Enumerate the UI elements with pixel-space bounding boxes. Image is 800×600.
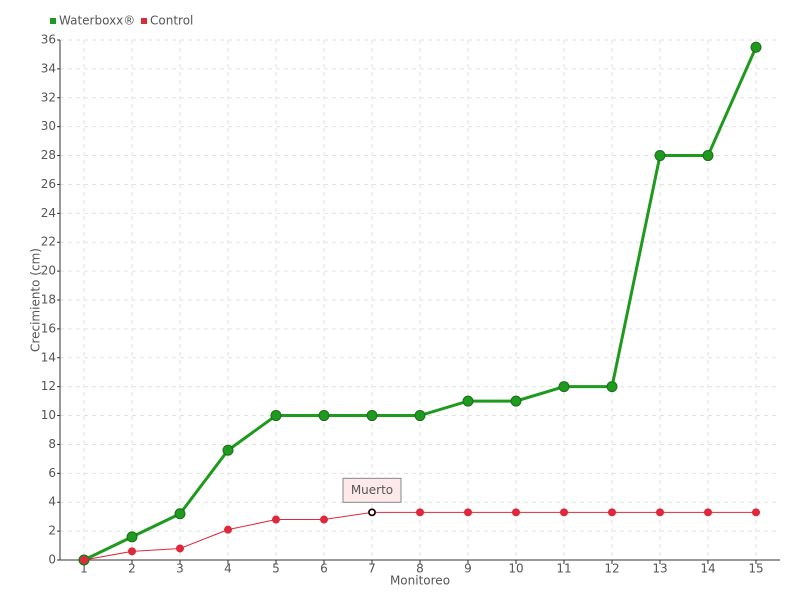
annotation: Muerto: [351, 483, 393, 497]
data-point: [222, 444, 234, 456]
data-point: [272, 515, 280, 524]
y-tick-label: 20: [41, 264, 56, 278]
y-tick-label: 12: [41, 379, 56, 393]
x-tick-label: 11: [556, 562, 571, 576]
data-point: [128, 547, 136, 556]
x-tick-label: 6: [320, 562, 328, 576]
y-tick-label: 22: [41, 235, 56, 249]
y-tick-label: 0: [48, 553, 56, 567]
data-point: [176, 544, 184, 553]
data-point: [462, 395, 474, 407]
hover-point: [368, 508, 376, 517]
x-axis-label: Monitoreo: [390, 574, 450, 588]
data-point: [414, 410, 426, 422]
data-point: [464, 508, 472, 517]
x-tick-label: 10: [508, 562, 523, 576]
data-point: [750, 41, 762, 53]
y-tick-label: 34: [41, 61, 56, 75]
x-tick-label: 7: [368, 562, 376, 576]
legend-swatch: [50, 18, 56, 24]
y-tick-label: 30: [41, 119, 56, 133]
data-point: [320, 515, 328, 524]
y-tick-label: 14: [41, 350, 56, 364]
data-point: [512, 508, 520, 517]
y-tick-label: 28: [41, 148, 56, 162]
data-point: [80, 556, 88, 564]
legend-label: Control: [150, 14, 193, 28]
annotation-box: [342, 477, 402, 503]
y-tick-label: 8: [48, 437, 56, 451]
x-tick-label: 2: [128, 562, 136, 576]
x-tick-label: 9: [464, 562, 472, 576]
data-point: [270, 410, 282, 422]
data-point: [752, 508, 760, 517]
legend-swatch: [141, 18, 147, 24]
x-tick-label: 8: [416, 562, 424, 576]
data-point: [560, 508, 568, 517]
data-point: [224, 525, 232, 534]
y-tick-label: 6: [48, 466, 56, 480]
data-point: [558, 381, 570, 393]
data-point: [366, 410, 378, 422]
x-tick-label: 5: [272, 562, 280, 576]
y-tick-label: 26: [41, 177, 56, 191]
y-axis-label: Crecimiento (cm): [29, 248, 43, 352]
x-tick-label: 4: [224, 562, 232, 576]
data-point: [126, 531, 138, 543]
data-point: [656, 508, 664, 517]
x-tick-label: 15: [748, 562, 763, 576]
data-point: [174, 508, 186, 520]
data-point: [606, 381, 618, 393]
y-tick-label: 36: [41, 33, 56, 47]
data-point: [654, 150, 666, 162]
x-tick-label: 1: [80, 562, 88, 576]
data-point: [416, 508, 424, 517]
data-point: [702, 150, 714, 162]
data-point: [608, 508, 616, 517]
x-tick-label: 14: [700, 562, 715, 576]
legend-label: Waterboxx®: [59, 14, 135, 28]
y-tick-label: 18: [41, 293, 56, 307]
y-tick-label: 4: [48, 495, 56, 509]
y-tick-label: 2: [48, 524, 56, 538]
x-tick-label: 3: [176, 562, 184, 576]
y-tick-label: 32: [41, 90, 56, 104]
x-tick-label: 12: [604, 562, 619, 576]
y-tick-label: 10: [41, 408, 56, 422]
x-tick-label: 13: [652, 562, 667, 576]
data-point: [318, 410, 330, 422]
y-tick-label: 24: [41, 206, 56, 220]
data-point: [704, 508, 712, 517]
data-point: [510, 395, 522, 407]
y-tick-label: 16: [41, 321, 56, 335]
